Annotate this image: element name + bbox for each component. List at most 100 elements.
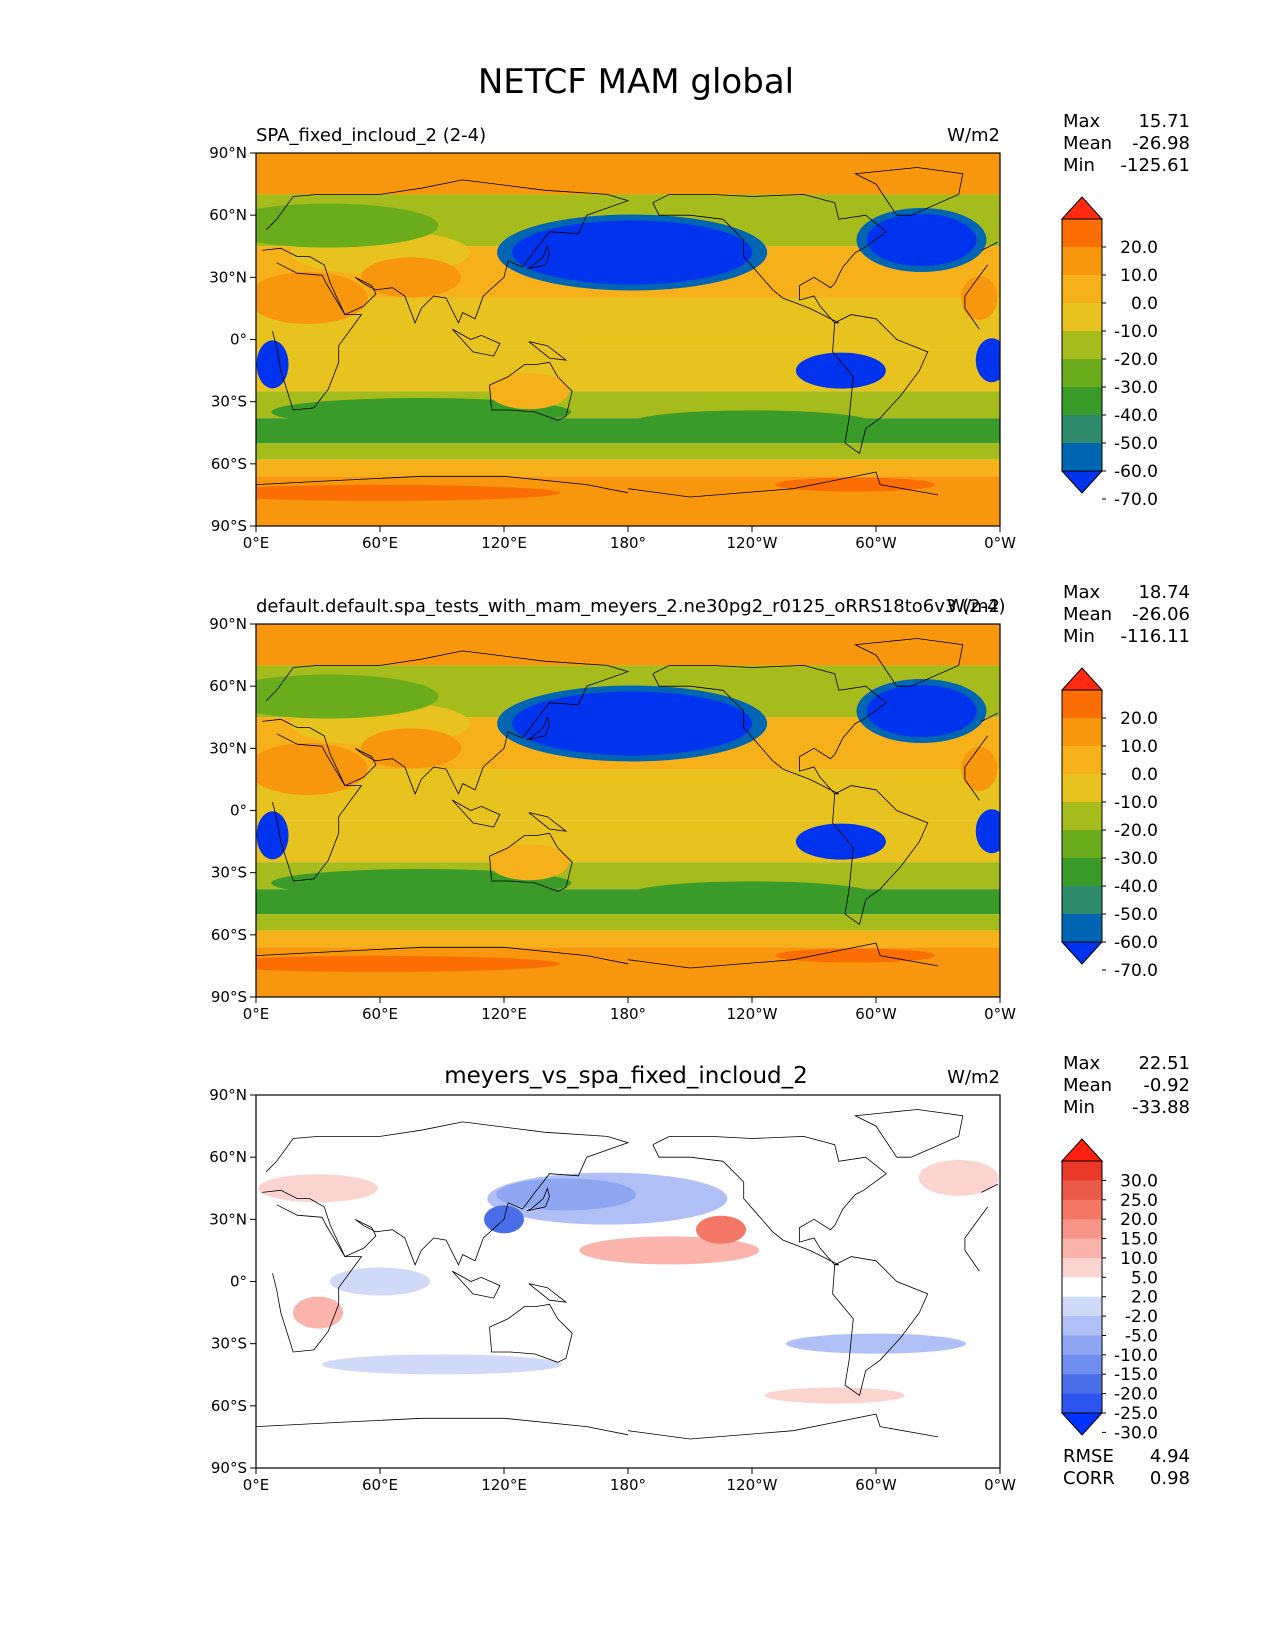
corr-label: CORR	[1063, 1468, 1115, 1489]
colorbar-segment	[1062, 275, 1102, 304]
colorbar-segment	[1062, 802, 1102, 831]
colorbar-segment	[1062, 359, 1102, 388]
colorbar-segment	[1062, 718, 1102, 747]
x-tick-label: 120°W	[727, 1476, 778, 1494]
colorbar-tick-label: -40.0	[1114, 877, 1158, 897]
x-tick-label: 120°W	[727, 534, 778, 552]
colorbar-segment	[1062, 415, 1102, 444]
y-tick-label: 90°N	[209, 615, 247, 633]
panel-title: meyers_vs_spa_fixed_incloud_2	[444, 1063, 808, 1089]
field-feature	[361, 257, 461, 298]
y-tick-label: 90°S	[211, 988, 247, 1006]
stat-label: Min	[1063, 1097, 1095, 1118]
colorbar-tick-label: 5.0	[1131, 1268, 1158, 1288]
figure-title: NETCF MAM global	[478, 62, 794, 102]
stat-label: Min	[1063, 155, 1095, 176]
field-feature	[866, 214, 977, 267]
field-band	[256, 930, 1000, 948]
field-feature	[775, 948, 936, 963]
coastline	[853, 638, 964, 687]
stat-value: -0.92	[1143, 1075, 1190, 1096]
x-tick-label: 0°E	[243, 1005, 270, 1023]
colorbar-segment	[1062, 1161, 1102, 1181]
colorbar-tick-label: -10.0	[1114, 1346, 1158, 1366]
colorbar-segment	[1062, 914, 1102, 943]
stat-label: Max	[1063, 1053, 1101, 1074]
field-feature	[271, 398, 572, 427]
field-feature	[961, 747, 998, 792]
y-tick-label: 90°N	[209, 144, 247, 162]
field-layer	[256, 153, 1000, 526]
field-feature	[795, 352, 886, 389]
colorbar-extend-max	[1060, 196, 1104, 220]
colorbar-segment	[1062, 1393, 1102, 1414]
coastline	[964, 735, 988, 780]
coastline	[652, 193, 887, 324]
y-tick-label: 60°S	[211, 455, 247, 473]
field-feature	[271, 869, 572, 898]
colorbar-segment	[1062, 1180, 1102, 1201]
colorbar-tick-label: 2.0	[1131, 1288, 1158, 1308]
colorbar-tick-label: -25.0	[1114, 1404, 1158, 1424]
y-tick-label: 0°	[230, 802, 247, 820]
coastline	[272, 733, 363, 882]
coastline	[526, 716, 550, 741]
colorbar-tick-label: -30.0	[1114, 1423, 1158, 1443]
colorbar-segment	[1062, 247, 1102, 276]
field-feature	[330, 1267, 430, 1296]
x-tick-label: 120°E	[481, 1005, 527, 1023]
colorbar-tick-label: 20.0	[1120, 1210, 1158, 1230]
coastline	[964, 264, 988, 309]
field-feature	[696, 1215, 746, 1244]
colorbar-segment	[1062, 886, 1102, 915]
colorbar-tick-label: -40.0	[1114, 406, 1158, 426]
field-feature	[866, 685, 977, 738]
coastline	[526, 1187, 550, 1212]
field-band	[256, 624, 1000, 666]
y-tick-label: 0°	[230, 331, 247, 349]
colorbar-segment	[1062, 858, 1102, 887]
x-tick-label: 0°W	[984, 1476, 1016, 1494]
field-feature	[512, 220, 753, 285]
field-band	[256, 914, 1000, 931]
stat-value: 15.71	[1138, 111, 1190, 132]
stat-value: -33.88	[1132, 1097, 1190, 1118]
colorbar-tick-label: 10.0	[1120, 266, 1158, 286]
colorbar-segment	[1062, 1238, 1102, 1259]
stat-label: Mean	[1063, 1075, 1112, 1096]
x-tick-label: 180°	[610, 1476, 646, 1494]
x-tick-label: 60°W	[855, 534, 897, 552]
colorbar-tick-label: 10.0	[1120, 737, 1158, 757]
colorbar-segment	[1062, 830, 1102, 859]
field-feature	[322, 1354, 562, 1375]
field-feature	[256, 272, 368, 325]
colorbar-frame	[1061, 1160, 1103, 1414]
y-tick-label: 90°N	[209, 1086, 247, 1104]
stat-value: -26.98	[1132, 133, 1190, 154]
coastline	[832, 785, 929, 926]
field-band	[256, 298, 1000, 350]
field-feature	[258, 1174, 378, 1203]
y-tick-label: 60°S	[211, 926, 247, 944]
y-tick-label: 60°S	[211, 1397, 247, 1415]
field-layer	[256, 624, 1000, 997]
colorbar-tick-label: -60.0	[1114, 462, 1158, 482]
colorbar-segment	[1062, 303, 1102, 332]
colorbar-segment	[1062, 1335, 1102, 1356]
coastline	[964, 1206, 988, 1251]
coastline	[627, 471, 939, 498]
colorbar-tick-label: -20.0	[1114, 1385, 1158, 1405]
field-band	[256, 349, 1000, 392]
field-feature	[775, 477, 936, 492]
field-band	[256, 153, 1000, 195]
colorbar-tick-label: 0.0	[1131, 294, 1158, 314]
coastline	[272, 262, 363, 411]
colorbar-extend-min	[1060, 941, 1104, 965]
colorbar-extend-min	[1060, 470, 1104, 494]
stat-label: Max	[1063, 582, 1101, 603]
colorbar-tick-label: -10.0	[1114, 793, 1158, 813]
colorbar-segment	[1062, 690, 1102, 719]
coastline	[489, 361, 573, 421]
x-tick-label: 120°E	[481, 1476, 527, 1494]
coastline	[256, 946, 629, 965]
